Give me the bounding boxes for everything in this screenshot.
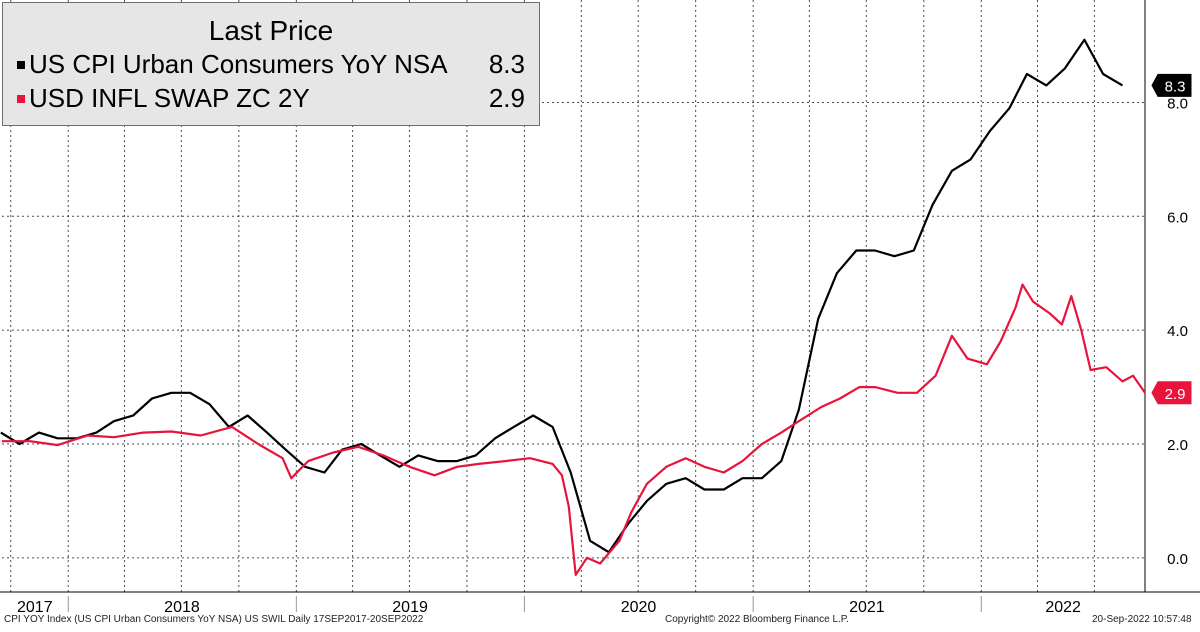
last-value-tag-shape: [1151, 73, 1192, 97]
y-tick-label: 2.0: [1167, 437, 1188, 454]
last-value-tag-label: 2.9: [1165, 386, 1186, 403]
legend-label-swap: USD INFL SWAP ZC 2Y: [29, 83, 310, 113]
legend-swatch-swap: [17, 95, 25, 103]
footer-source: CPI YOY Index (US CPI Urban Consumers Yo…: [4, 614, 424, 625]
grid-lines: [2, 0, 1145, 592]
footer-copyright: Copyright© 2022 Bloomberg Finance L.P.: [665, 614, 849, 625]
legend-swatch-cpi: [17, 61, 25, 69]
x-axis: 2017 2018 2019 2020 2021 2022: [0, 591, 1200, 616]
y-tick-label: 6.0: [1167, 209, 1188, 226]
x-tick-label: 2022: [1045, 599, 1081, 616]
x-tick-label: 2017: [17, 599, 53, 616]
series-line-cpi: [0, 38, 1124, 554]
y-tick-label: 4.0: [1167, 323, 1188, 340]
legend-item-swap: USD INFL SWAP ZC 2Y 2.9: [17, 83, 525, 117]
series-lines: [0, 38, 1146, 576]
series-line-swap: [2, 283, 1146, 576]
last-value-tag-shape: [1151, 381, 1192, 405]
x-tick-label: 2021: [849, 599, 885, 616]
legend-item-cpi: US CPI Urban Consumers YoY NSA 8.3: [17, 49, 525, 83]
legend-title: Last Price: [208, 15, 334, 46]
y-tick-label: 8.0: [1167, 95, 1188, 112]
x-tick-label: 2018: [164, 599, 200, 616]
y-axis: 0.0 2.0 4.0 6.0 8.0: [1144, 0, 1188, 592]
y-tick-label: 0.0: [1167, 551, 1188, 568]
footer-timestamp: 20-Sep-2022 10:57:48: [1092, 614, 1192, 625]
last-value-tag-label: 8.3: [1165, 78, 1186, 95]
legend-box: Last Price US CPI Urban Consumers YoY NS…: [2, 2, 540, 126]
last-value-tags: 8.3 2.9: [1151, 73, 1192, 405]
x-tick-label: 2020: [621, 599, 657, 616]
legend-value-swap: 2.9: [488, 83, 525, 113]
legend-label-cpi: US CPI Urban Consumers YoY NSA: [29, 49, 448, 79]
x-tick-label: 2019: [392, 599, 428, 616]
legend-value-cpi: 8.3: [488, 49, 525, 79]
